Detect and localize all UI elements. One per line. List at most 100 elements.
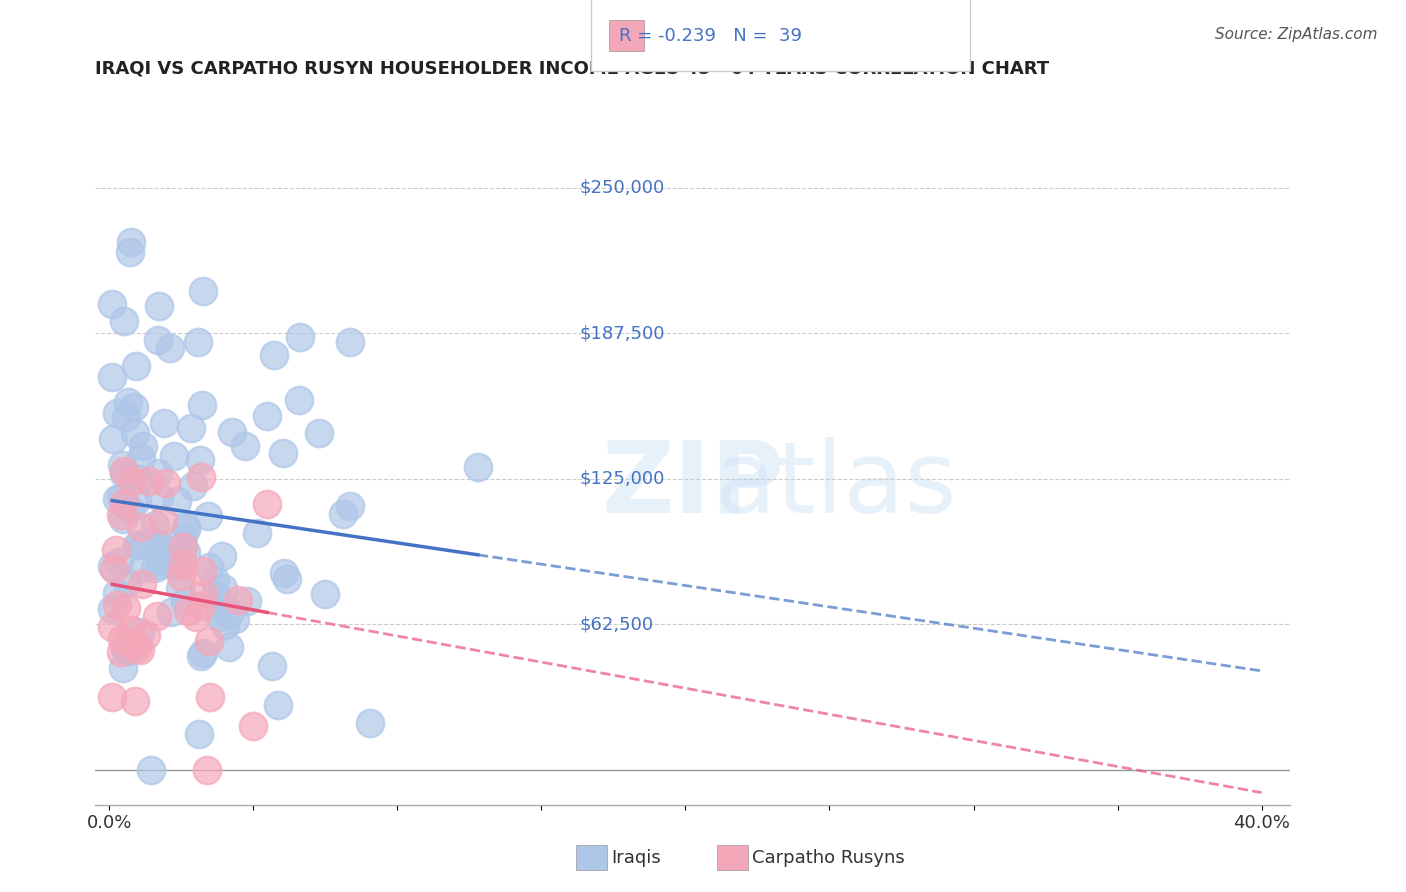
Point bbox=[148, 299, 170, 313]
Point bbox=[177, 604, 200, 618]
Point bbox=[155, 476, 177, 491]
Point bbox=[218, 607, 240, 621]
Point bbox=[115, 600, 138, 615]
Point bbox=[131, 576, 153, 591]
Point bbox=[101, 690, 124, 705]
Point bbox=[170, 546, 193, 560]
Point bbox=[111, 458, 134, 472]
Point bbox=[276, 573, 298, 587]
Point bbox=[187, 334, 209, 349]
Point bbox=[267, 698, 290, 712]
Point bbox=[110, 645, 132, 659]
Point bbox=[112, 314, 135, 328]
Text: Source: ZipAtlas.com: Source: ZipAtlas.com bbox=[1215, 27, 1378, 42]
Point bbox=[188, 453, 211, 467]
Point bbox=[170, 568, 193, 582]
Point bbox=[233, 439, 256, 453]
Point bbox=[112, 464, 135, 478]
Point bbox=[159, 544, 181, 558]
Point bbox=[101, 296, 124, 310]
Point bbox=[148, 490, 170, 504]
Text: ZIP: ZIP bbox=[602, 436, 785, 533]
Point bbox=[148, 537, 170, 551]
Point bbox=[226, 593, 249, 607]
Point bbox=[191, 284, 214, 298]
Point bbox=[174, 594, 197, 608]
Point bbox=[193, 646, 215, 660]
Point bbox=[214, 618, 236, 632]
Point bbox=[221, 425, 243, 439]
Point bbox=[143, 560, 166, 574]
Point bbox=[191, 399, 214, 413]
Point bbox=[242, 719, 264, 733]
Point bbox=[135, 628, 157, 642]
Point bbox=[120, 244, 142, 259]
Point bbox=[218, 640, 240, 654]
Point bbox=[290, 330, 312, 344]
Point bbox=[198, 690, 221, 705]
Point bbox=[236, 594, 259, 608]
Point bbox=[107, 585, 129, 599]
Point bbox=[190, 599, 212, 613]
Point bbox=[129, 450, 152, 465]
Point bbox=[125, 640, 148, 655]
Point bbox=[163, 558, 186, 573]
Point bbox=[115, 575, 138, 590]
Point bbox=[101, 601, 124, 615]
Point bbox=[101, 558, 124, 573]
Point bbox=[125, 359, 148, 374]
Point bbox=[110, 491, 132, 505]
Point bbox=[339, 335, 361, 350]
Point bbox=[146, 548, 169, 562]
Point bbox=[181, 478, 204, 492]
Point bbox=[208, 610, 231, 624]
Point bbox=[131, 561, 153, 575]
Text: Carpatho Rusyns: Carpatho Rusyns bbox=[752, 849, 905, 867]
Point bbox=[125, 492, 148, 507]
Point bbox=[122, 639, 145, 653]
Point bbox=[159, 605, 181, 619]
Point bbox=[112, 496, 135, 510]
Point bbox=[467, 459, 489, 474]
Point bbox=[256, 497, 278, 511]
Point bbox=[152, 551, 174, 566]
Point bbox=[169, 581, 191, 595]
Point bbox=[142, 533, 165, 548]
Point bbox=[260, 658, 283, 673]
Text: $125,000: $125,000 bbox=[579, 470, 665, 488]
Point bbox=[204, 573, 226, 587]
Point bbox=[108, 555, 131, 569]
Point bbox=[224, 612, 246, 626]
Point bbox=[288, 392, 311, 407]
Point bbox=[124, 694, 146, 708]
Point bbox=[263, 348, 285, 362]
Point bbox=[101, 370, 124, 384]
Point bbox=[174, 545, 197, 559]
Point bbox=[143, 518, 166, 533]
Point bbox=[114, 642, 136, 657]
Point bbox=[332, 507, 354, 521]
Point bbox=[112, 467, 135, 482]
Point bbox=[314, 587, 336, 601]
Point bbox=[149, 558, 172, 572]
Text: $187,500: $187,500 bbox=[579, 324, 665, 343]
Point bbox=[339, 500, 361, 514]
Point bbox=[101, 620, 124, 634]
Point bbox=[159, 341, 181, 355]
Point bbox=[105, 598, 128, 612]
Point bbox=[104, 543, 127, 558]
Point bbox=[186, 609, 208, 624]
Point bbox=[111, 512, 134, 526]
Point bbox=[120, 624, 142, 638]
Point bbox=[166, 494, 188, 508]
Point bbox=[111, 632, 134, 646]
Text: R = -0.239   N =  39: R = -0.239 N = 39 bbox=[619, 27, 801, 45]
Point bbox=[174, 520, 197, 534]
Point bbox=[146, 609, 169, 624]
Point bbox=[117, 643, 139, 657]
Point bbox=[197, 560, 219, 574]
Point bbox=[211, 549, 233, 563]
Point bbox=[138, 474, 160, 488]
Point bbox=[214, 600, 236, 615]
Point bbox=[172, 557, 194, 571]
